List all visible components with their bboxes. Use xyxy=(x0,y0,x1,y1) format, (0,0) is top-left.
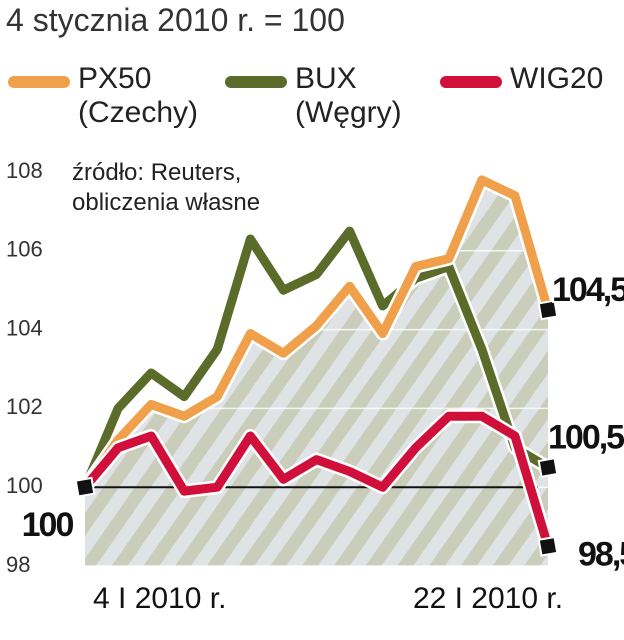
point-marker xyxy=(537,299,559,321)
series-line xyxy=(80,226,553,492)
series-line xyxy=(80,411,553,551)
legend-entry: PX50 (Czechy) xyxy=(8,62,218,130)
series-line xyxy=(80,175,553,492)
point-marker xyxy=(74,476,96,498)
legend-entry: WIG20 xyxy=(440,62,624,96)
point-marker xyxy=(537,535,559,557)
annotation: źródło: Reuters, obliczenia własne xyxy=(72,159,261,216)
legend-swatch xyxy=(225,76,287,88)
legend-entry: BUX (Węgry) xyxy=(225,62,435,130)
legend-swatch xyxy=(8,76,70,88)
x-tick-label: 4 I 2010 r. xyxy=(93,582,226,615)
legend-label: PX50 (Czechy) xyxy=(78,62,199,129)
x-tick-label: 22 I 2010 r. xyxy=(413,582,563,615)
value-label: 100 xyxy=(22,506,74,544)
value-label: 100,5 xyxy=(548,418,624,456)
legend-label: WIG20 xyxy=(510,62,604,95)
point-marker xyxy=(537,457,559,478)
chart-title: 4 stycznia 2010 r. = 100 xyxy=(6,2,345,38)
y-tick-label: 104 xyxy=(6,315,43,340)
y-tick-label: 102 xyxy=(6,394,43,419)
value-label: 104,5 xyxy=(552,271,624,309)
y-tick-label: 106 xyxy=(6,237,43,262)
legend-label: BUX (Węgry) xyxy=(295,62,402,129)
y-tick-label: 98 xyxy=(6,552,30,577)
y-tick-label: 108 xyxy=(6,158,43,183)
value-label: 98,5 xyxy=(578,535,624,573)
y-tick-label: 100 xyxy=(6,473,43,498)
legend-swatch xyxy=(440,76,502,88)
